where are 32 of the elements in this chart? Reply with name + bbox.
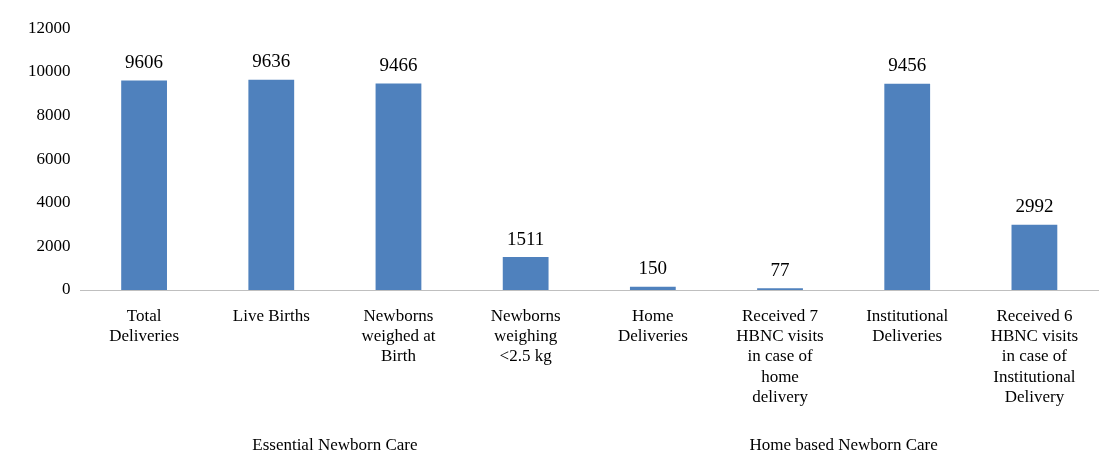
- x-tick-label: Live Births: [232, 305, 310, 325]
- x-tick-label: Institutional Deliveries: [866, 305, 949, 346]
- data-label: 9456: [888, 54, 927, 76]
- y-tick-label: 2000: [36, 235, 71, 255]
- bar: [502, 257, 549, 290]
- data-label: 2992: [1015, 195, 1054, 217]
- x-tick-label: Newborns weighing <2.5 kg: [490, 305, 561, 366]
- bar: [375, 83, 422, 290]
- bar: [884, 83, 931, 290]
- data-label: 9606: [125, 50, 164, 72]
- x-tick-label: Received 7 HBNC visits in case of home delivery: [736, 305, 824, 407]
- bar: [121, 80, 167, 290]
- bar: [1011, 224, 1058, 290]
- text: Essential Newborn Care: [252, 434, 418, 454]
- data-label: 9466: [379, 53, 418, 75]
- x-tick-label: Total Deliveries: [109, 305, 180, 346]
- data-label: 9636: [252, 50, 291, 72]
- x-tick-label: Received 6 HBNC visits in case of Institutional Delivery: [990, 305, 1079, 407]
- data-label: 77: [770, 258, 790, 280]
- bar: [248, 79, 295, 290]
- y-tick-label: 0: [62, 279, 71, 299]
- y-tick-label: 8000: [36, 104, 71, 124]
- text: Home based Newborn Care: [749, 434, 938, 454]
- x-tick-label: Home Deliveries: [617, 305, 688, 346]
- data-label: 150: [638, 257, 668, 279]
- data-label: 1511: [507, 227, 545, 249]
- y-tick-label: 6000: [36, 148, 71, 168]
- bar: [629, 286, 676, 290]
- x-tick-label: Newborns weighed at Birth: [361, 305, 436, 366]
- y-tick-label: 12000: [28, 17, 71, 37]
- y-tick-label: 10000: [28, 61, 71, 81]
- y-tick-label: 4000: [36, 192, 71, 212]
